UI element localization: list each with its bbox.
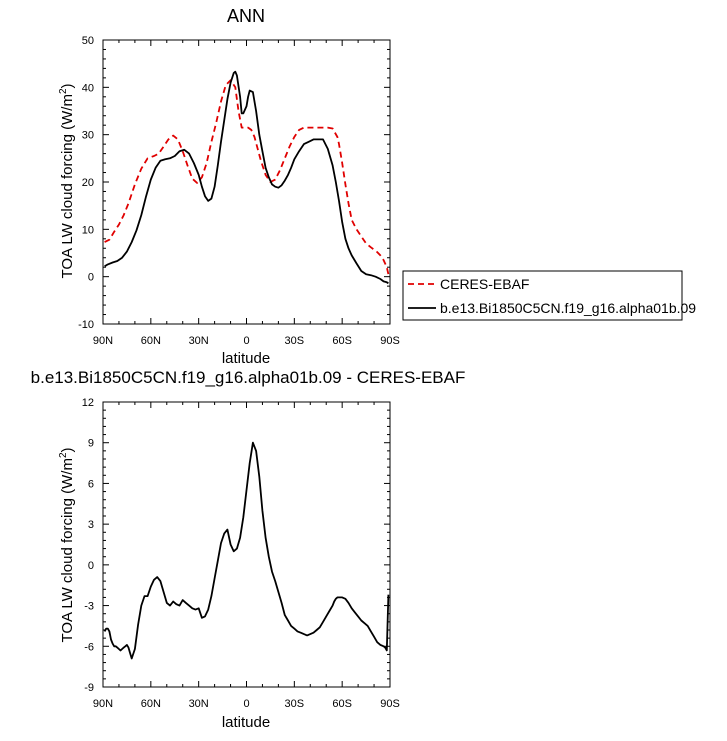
top-xtick-label: 60N [141, 335, 161, 347]
bottom-xtick-label: 30S [285, 698, 305, 710]
bottom-y-axis-label: TOA LW cloud forcing (W/m2) [58, 447, 76, 642]
top-ticks: -10 0 10 20 30 40 50 90N 60N 30N 0 30S 60S 90S [78, 35, 400, 347]
bottom-ytick-label: 3 [88, 519, 94, 531]
legend-label-model: b.e13.Bi1850C5CN.f19_g16.alpha01b.09 [440, 300, 696, 316]
top-xtick-label: 30N [189, 335, 209, 347]
bottom-ytick-label: -3 [84, 601, 94, 613]
top-ytick-label: 40 [82, 82, 94, 94]
top-series-line-0 [104, 79, 390, 275]
bottom-ytick-label: 9 [88, 438, 94, 450]
bottom-plot-frame [102, 401, 391, 688]
bottom-xtick-label: 60N [141, 698, 161, 710]
top-ytick-label: 50 [82, 35, 94, 47]
bottom-x-axis-label: latitude [222, 714, 270, 731]
bottom-ytick-label: 6 [88, 478, 94, 490]
legend-label-ceres: CERES-EBAF [440, 276, 529, 292]
top-series-line-1 [104, 70, 389, 285]
bottom-ytick-label: 0 [88, 560, 94, 572]
top-xtick-label: 0 [243, 335, 249, 347]
bottom-xtick-label: 90S [380, 698, 400, 710]
top-xtick-label: 90S [380, 335, 400, 347]
top-ytick-label: 0 [88, 272, 94, 284]
bottom-ytick-label: 12 [82, 397, 94, 409]
top-series-group [104, 70, 390, 285]
bottom-xtick-label: 0 [243, 698, 249, 710]
top-ytick-label: -10 [78, 319, 94, 331]
top-y-axis-label: TOA LW cloud forcing (W/m2) [58, 83, 76, 278]
bottom-chart-title: b.e13.Bi1850C5CN.f19_g16.alpha01b.09 - C… [31, 368, 466, 387]
bottom-xtick-label: 60S [332, 698, 352, 710]
bottom-xtick-label: 90N [93, 698, 113, 710]
legend: CERES-EBAF b.e13.Bi1850C5CN.f19_g16.alph… [402, 270, 696, 321]
top-xtick-label: 30S [285, 335, 305, 347]
top-xtick-label: 60S [332, 335, 352, 347]
top-xtick-label: 90N [93, 335, 113, 347]
top-ytick-label: 10 [82, 224, 94, 236]
bottom-ticks: -9 -6 -3 0 3 6 9 12 90N 60N 30N 0 30S 60S 90S [82, 397, 400, 710]
bottom-ytick-label: -9 [84, 682, 94, 694]
top-plot-frame [102, 39, 391, 325]
bottom-ytick-label: -6 [84, 641, 94, 653]
bottom-series-line-0 [103, 441, 390, 660]
legend-box [402, 270, 683, 321]
bottom-series-group [103, 441, 390, 660]
top-ytick-label: 30 [82, 130, 94, 142]
bottom-xtick-label: 30N [189, 698, 209, 710]
bottom-panel: b.e13.Bi1850C5CN.f19_g16.alpha01b.09 - C… [31, 368, 466, 731]
top-ytick-label: 20 [82, 177, 94, 189]
top-chart-title: ANN [227, 6, 265, 26]
top-x-axis-label: latitude [222, 350, 270, 367]
top-panel: ANN latitude TOA LW cloud forcing (W/m2)… [58, 6, 400, 367]
